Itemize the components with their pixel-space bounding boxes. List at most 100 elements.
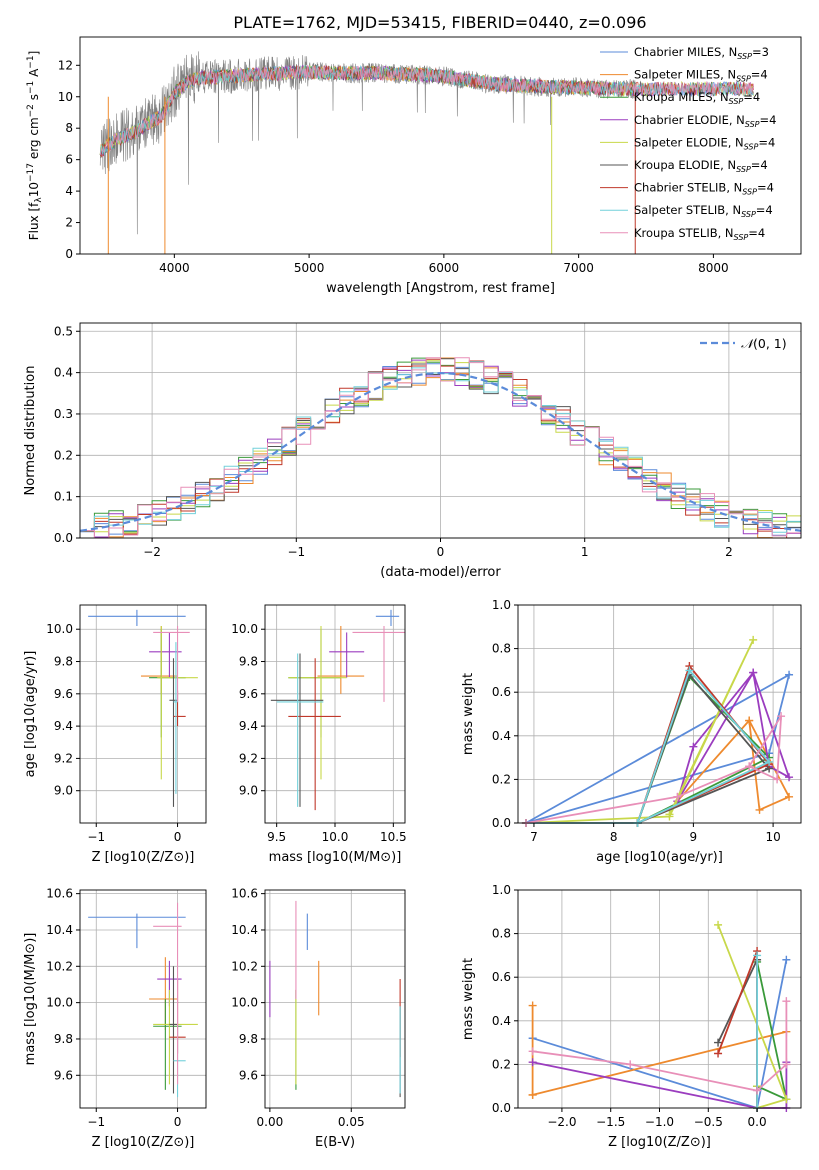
y-tick-label: 8: [65, 121, 73, 135]
mass-vs-Z-gridlines: [80, 890, 206, 1108]
errorbar-point: [276, 653, 324, 807]
weights-vs-age-panel: 7 8 9 10 0.0 0.2 0.4 0.6 0.8 1.0 age [log10(age/yr…: [461, 598, 802, 865]
errorbar-point: [88, 913, 186, 949]
legend-label: Chabrier ELODIE, NSSP=4: [634, 113, 776, 129]
y-tick-label: 0.0: [54, 531, 73, 545]
x-axis-label: age [log10(age/yr)]: [596, 850, 723, 865]
y-tick-label: 9.0: [239, 784, 258, 798]
y-tick-label: 9.8: [54, 655, 73, 669]
x-tick-label: −1.0: [645, 1115, 674, 1129]
x-tick-label: 2: [725, 545, 733, 559]
x-tick-label: −1: [87, 830, 105, 844]
y-tick-label: 0.3: [54, 407, 73, 421]
weight-marker: [773, 775, 782, 784]
weights-vs-age-plot-area: [521, 635, 794, 827]
weight-marker: [753, 951, 762, 960]
y-tick-label: 4: [65, 184, 73, 198]
y-tick-label: 0.6: [492, 970, 511, 984]
x-tick-label: 4000: [159, 261, 190, 275]
y-tick-label: 2: [65, 216, 73, 230]
y-tick-label: 0.4: [492, 1014, 511, 1028]
errorbar-point: [149, 629, 186, 738]
y-tick-label: 0.5: [54, 324, 73, 338]
chart-title: PLATE=1762, MJD=53415, FIBERID=0440, z=0…: [233, 13, 646, 32]
weight-line: [526, 668, 771, 824]
x-axis-label: wavelength [Angstrom, rest frame]: [326, 281, 555, 296]
weight-marker: [745, 716, 754, 725]
mass-vs-ebv-gridlines: [265, 890, 405, 1108]
weight-marker: [714, 1038, 723, 1047]
legend-label: Chabrier STELIB, NSSP=4: [634, 181, 774, 197]
axes-frame: [79, 604, 207, 824]
errorbar-point: [140, 625, 178, 694]
errorbar-point: [317, 625, 365, 694]
y-tick-label: 9.8: [239, 1032, 258, 1046]
spectrum-plot-area: [99, 51, 754, 254]
histogram-series: [80, 357, 801, 539]
x-tick-label: 7: [530, 830, 538, 844]
x-axis-label: Z [log10(Z/Z⊙)]: [608, 1135, 711, 1150]
x-tick-label: 7000: [563, 261, 594, 275]
weight-marker: [782, 1060, 791, 1069]
weight-marker: [528, 1058, 537, 1067]
y-tick-label: 9.6: [239, 1068, 258, 1082]
y-tick-label: 10.2: [231, 959, 258, 973]
weight-marker: [745, 762, 754, 771]
weight-marker: [528, 1047, 537, 1056]
y-tick-label: 9.4: [239, 719, 258, 733]
y-tick-label: 10.4: [231, 923, 258, 937]
x-tick-label: 0.05: [338, 1115, 365, 1129]
errorbar-point: [375, 609, 400, 626]
x-tick-label: 9: [690, 830, 698, 844]
weight-series: [521, 635, 758, 827]
x-axis-label: Z [log10(Z/Z⊙)]: [92, 850, 195, 865]
errorbar-point: [329, 632, 365, 678]
weight-marker: [785, 670, 794, 679]
errorbar-point: [288, 625, 347, 780]
y-tick-label: 9.6: [239, 687, 258, 701]
x-tick-label: −1.5: [596, 1115, 625, 1129]
y-tick-label: 0.2: [492, 772, 511, 786]
y-tick-label: 0.0: [492, 816, 511, 830]
x-axis-label: mass [log10(M/M⊙)]: [269, 850, 402, 865]
y-axis-label: age [log10(age/yr)]: [23, 651, 38, 778]
weight-marker: [782, 955, 791, 964]
y-tick-label: 0.4: [492, 729, 511, 743]
legend-label: Salpeter STELIB, NSSP=4: [634, 203, 773, 219]
model-spectrum-line: [99, 65, 754, 155]
legend-label: Kroupa ELODIE, NSSP=4: [634, 158, 768, 174]
errorbar-point: [270, 653, 324, 807]
x-tick-label: 0.0: [748, 1115, 767, 1129]
weight-marker: [714, 1049, 723, 1058]
weight-line: [525, 672, 791, 824]
legend-label: Salpeter MILES, NSSP=4: [634, 68, 768, 84]
weight-line: [525, 639, 755, 824]
y-tick-label: 9.6: [54, 1068, 73, 1082]
errorbar-point: [288, 629, 341, 738]
y-axis-label: mass weight: [461, 673, 476, 755]
weight-marker: [785, 773, 794, 782]
y-axis-label: Normed distribution: [23, 366, 38, 496]
legend-label: Kroupa STELIB, NSSP=4: [634, 226, 765, 242]
weight-marker: [753, 1086, 762, 1095]
x-tick-label: 6000: [429, 261, 460, 275]
y-tick-label: 10.4: [46, 923, 73, 937]
x-tick-label: −0.5: [694, 1115, 723, 1129]
legend-label: Chabrier MILES, NSSP=3: [634, 45, 769, 61]
mass-vs-Z-plot-area: [88, 902, 198, 1098]
errorbar-point: [173, 690, 186, 727]
y-tick-label: 9.4: [54, 719, 73, 733]
y-tick-label: 0.0: [492, 1101, 511, 1115]
weight-line: [717, 924, 788, 1110]
panels: 4000 5000 6000 7000 8000024681012wavelength …: [23, 36, 802, 1150]
x-axis-label: Z [log10(Z/Z⊙)]: [92, 1135, 195, 1150]
y-tick-label: 0.2: [492, 1057, 511, 1071]
errorbar-point: [288, 658, 341, 811]
weight-marker: [782, 1095, 791, 1104]
mass-vs-ebv-panel: 0.00 0.05 9.6 9.8 10.0 10.2 10.4 10.6 E(B-V): [231, 887, 406, 1150]
x-tick-label: 0.00: [257, 1115, 284, 1129]
weight-line: [526, 664, 771, 824]
x-tick-label: −2: [143, 545, 161, 559]
weight-marker: [673, 792, 682, 801]
